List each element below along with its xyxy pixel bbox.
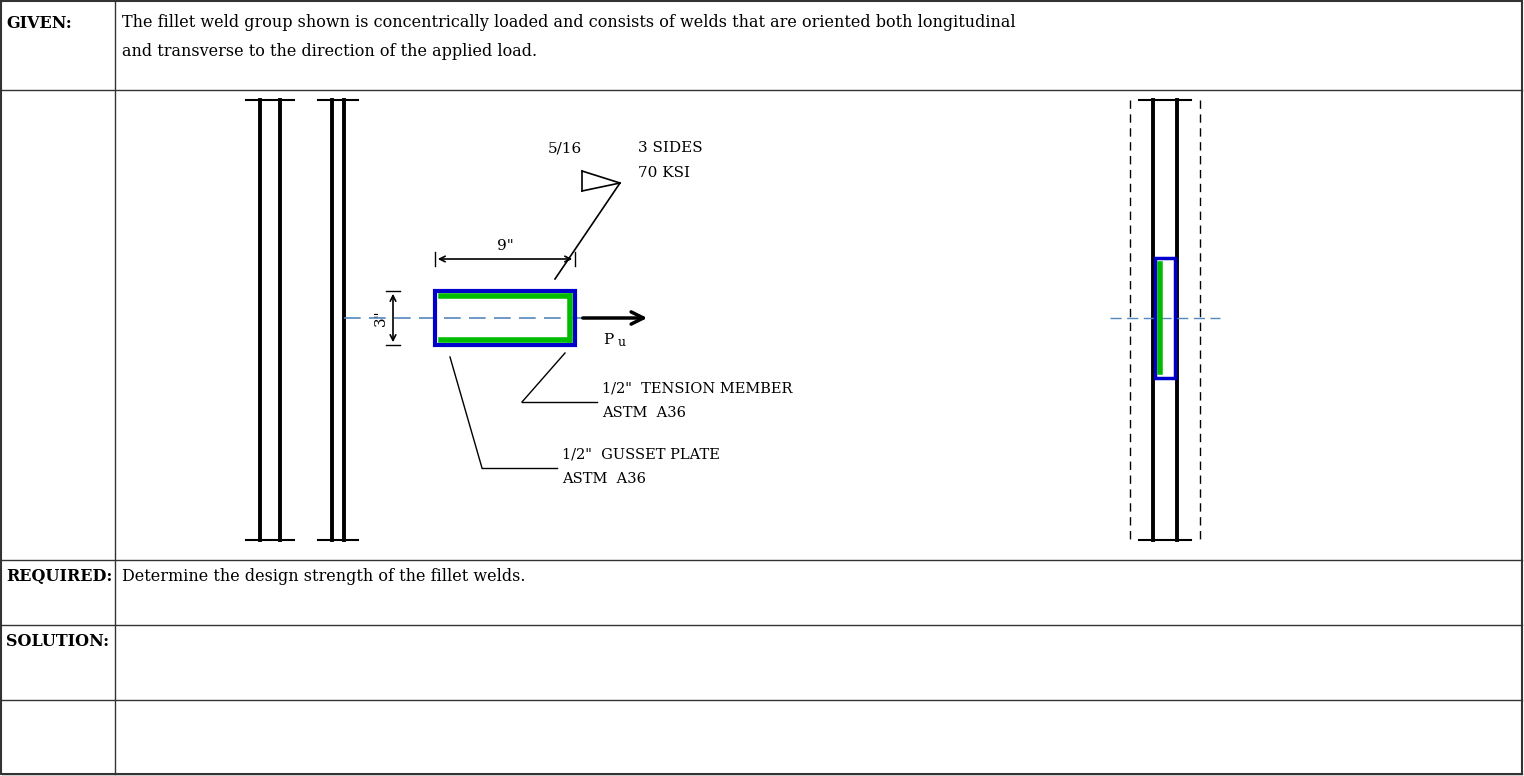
Text: Determine the design strength of the fillet welds.: Determine the design strength of the fil… <box>122 568 526 585</box>
Text: 1/2"  GUSSET PLATE: 1/2" GUSSET PLATE <box>562 448 719 462</box>
Text: 70 KSI: 70 KSI <box>639 166 690 180</box>
Text: 9": 9" <box>497 239 514 253</box>
Text: ASTM  A36: ASTM A36 <box>562 472 646 486</box>
Text: GIVEN:: GIVEN: <box>6 15 72 32</box>
Text: 3": 3" <box>373 310 389 327</box>
Text: ASTM  A36: ASTM A36 <box>602 406 686 420</box>
Bar <box>434 291 575 345</box>
Text: and transverse to the direction of the applied load.: and transverse to the direction of the a… <box>122 43 536 60</box>
Text: 1/2"  TENSION MEMBER: 1/2" TENSION MEMBER <box>602 382 792 396</box>
Text: 3 SIDES: 3 SIDES <box>639 141 703 155</box>
Text: The fillet weld group shown is concentrically loaded and consists of welds that : The fillet weld group shown is concentri… <box>122 14 1015 31</box>
Text: 5/16: 5/16 <box>549 141 582 155</box>
Text: SOLUTION:: SOLUTION: <box>6 633 110 650</box>
Text: P: P <box>604 333 613 347</box>
Bar <box>1155 258 1175 378</box>
Text: u: u <box>619 336 626 349</box>
Text: REQUIRED:: REQUIRED: <box>6 568 113 585</box>
